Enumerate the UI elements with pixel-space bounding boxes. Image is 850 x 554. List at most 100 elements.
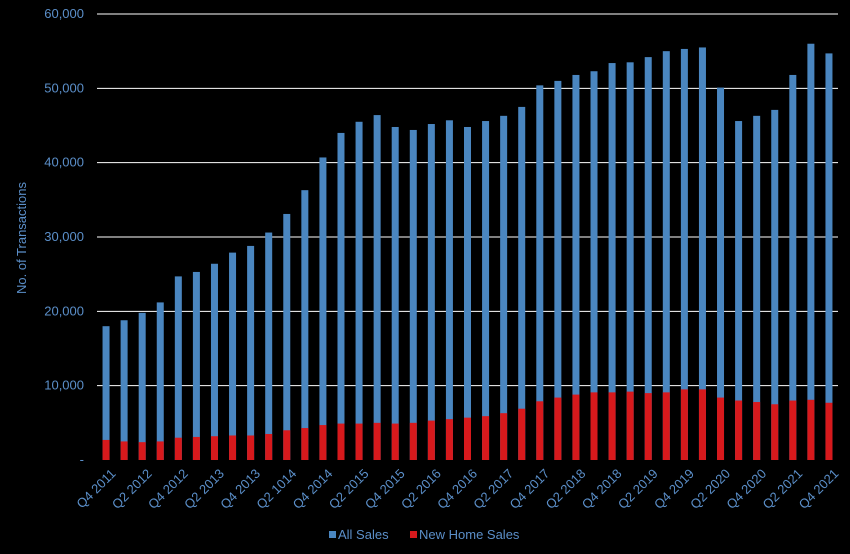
- bar-new-home-sales: [482, 416, 490, 460]
- y-axis-ticks: - 10,000 20,000 30,000 40,000 50,000 60,000: [44, 6, 84, 467]
- bar-new-home-sales: [192, 436, 200, 460]
- bar-all-sales: [247, 245, 255, 460]
- bar-new-home-sales: [753, 402, 761, 460]
- legend-label-all-sales: All Sales: [338, 527, 389, 542]
- all-sales-series: [102, 43, 833, 461]
- bar-all-sales: [283, 213, 291, 460]
- bar-new-home-sales: [680, 389, 688, 460]
- bar-all-sales: [662, 51, 670, 461]
- bar-new-home-sales: [644, 393, 652, 460]
- bar-all-sales: [536, 85, 544, 461]
- bar-new-home-sales: [789, 400, 797, 460]
- bar-all-sales: [319, 157, 327, 461]
- legend: All Sales New Home Sales: [329, 527, 520, 542]
- bar-all-sales: [608, 63, 616, 461]
- bar-new-home-sales: [536, 401, 544, 460]
- bar-new-home-sales: [698, 389, 706, 460]
- y-tick-label: 50,000: [44, 80, 84, 95]
- bar-all-sales: [717, 87, 725, 460]
- bar-all-sales: [698, 47, 706, 460]
- y-tick-label: 20,000: [44, 303, 84, 318]
- bar-all-sales: [102, 326, 110, 460]
- bar-all-sales: [445, 120, 453, 461]
- bar-all-sales: [753, 115, 761, 460]
- bar-new-home-sales: [355, 423, 363, 460]
- bar-new-home-sales: [319, 425, 327, 460]
- bar-all-sales: [192, 271, 200, 460]
- legend-swatch-new-home-sales: [410, 531, 417, 538]
- bar-all-sales: [373, 115, 381, 461]
- legend-label-new-home-sales: New Home Sales: [419, 527, 520, 542]
- bar-all-sales: [644, 57, 652, 460]
- bar-new-home-sales: [518, 408, 526, 460]
- bar-new-home-sales: [373, 422, 381, 460]
- bar-new-home-sales: [102, 439, 110, 460]
- bar-all-sales: [482, 121, 490, 460]
- bar-new-home-sales: [265, 433, 273, 460]
- y-tick-label: 60,000: [44, 6, 84, 21]
- bar-all-sales: [590, 71, 598, 460]
- bar-new-home-sales: [590, 392, 598, 460]
- bar-all-sales: [518, 106, 526, 461]
- y-tick-label: 10,000: [44, 378, 84, 393]
- bar-new-home-sales: [174, 437, 182, 460]
- x-tick-label: Q4 2021: [796, 466, 842, 512]
- bar-new-home-sales: [445, 419, 453, 460]
- bar-all-sales: [572, 74, 580, 460]
- bar-new-home-sales: [301, 428, 309, 460]
- bar-all-sales: [771, 109, 779, 460]
- bar-all-sales: [735, 121, 743, 460]
- bar-all-sales: [409, 129, 417, 460]
- bar-new-home-sales: [771, 404, 779, 460]
- bar-new-home-sales: [825, 402, 833, 460]
- y-tick-label: -: [80, 452, 84, 467]
- y-tick-label: 40,000: [44, 155, 84, 170]
- bar-all-sales: [265, 232, 273, 460]
- bar-all-sales: [464, 126, 471, 460]
- bar-all-sales: [825, 53, 833, 460]
- bar-all-sales: [174, 276, 182, 460]
- bar-all-sales: [427, 124, 435, 460]
- bar-all-sales: [337, 132, 345, 460]
- bar-all-sales: [156, 302, 164, 460]
- bar-new-home-sales: [735, 400, 743, 460]
- bar-new-home-sales: [608, 392, 616, 460]
- bar-new-home-sales: [138, 442, 146, 460]
- bar-new-home-sales: [210, 436, 218, 460]
- y-tick-label: 30,000: [44, 229, 84, 244]
- bar-new-home-sales: [156, 441, 164, 460]
- bar-new-home-sales: [626, 391, 634, 460]
- bar-new-home-sales: [662, 392, 670, 460]
- bar-new-home-sales: [409, 422, 417, 460]
- bar-new-home-sales: [283, 430, 291, 460]
- bar-new-home-sales: [572, 394, 580, 460]
- bar-new-home-sales: [807, 399, 815, 460]
- bar-all-sales: [789, 74, 797, 460]
- bar-all-sales: [680, 48, 688, 460]
- bar-new-home-sales: [500, 413, 508, 460]
- bar-new-home-sales: [464, 417, 471, 460]
- bar-new-home-sales: [554, 397, 562, 460]
- bar-all-sales: [554, 80, 562, 461]
- bar-new-home-sales: [427, 420, 435, 460]
- bar-all-sales: [210, 263, 218, 460]
- bar-new-home-sales: [247, 435, 255, 460]
- bar-new-home-sales: [717, 397, 725, 460]
- bar-all-sales: [626, 62, 634, 461]
- bar-all-sales: [229, 252, 237, 460]
- legend-swatch-all-sales: [329, 531, 336, 538]
- bar-new-home-sales: [391, 423, 399, 460]
- bar-new-home-sales: [120, 441, 128, 460]
- y-axis-title: No. of Transactions: [14, 182, 29, 294]
- bar-all-sales: [391, 126, 399, 460]
- bar-all-sales: [120, 320, 128, 460]
- bar-all-sales: [500, 115, 508, 460]
- bar-all-sales: [301, 190, 309, 461]
- bar-all-sales: [807, 43, 815, 460]
- bar-all-sales: [355, 121, 363, 461]
- bar-all-sales: [138, 312, 146, 460]
- bar-new-home-sales: [229, 435, 237, 460]
- bar-new-home-sales: [337, 423, 345, 460]
